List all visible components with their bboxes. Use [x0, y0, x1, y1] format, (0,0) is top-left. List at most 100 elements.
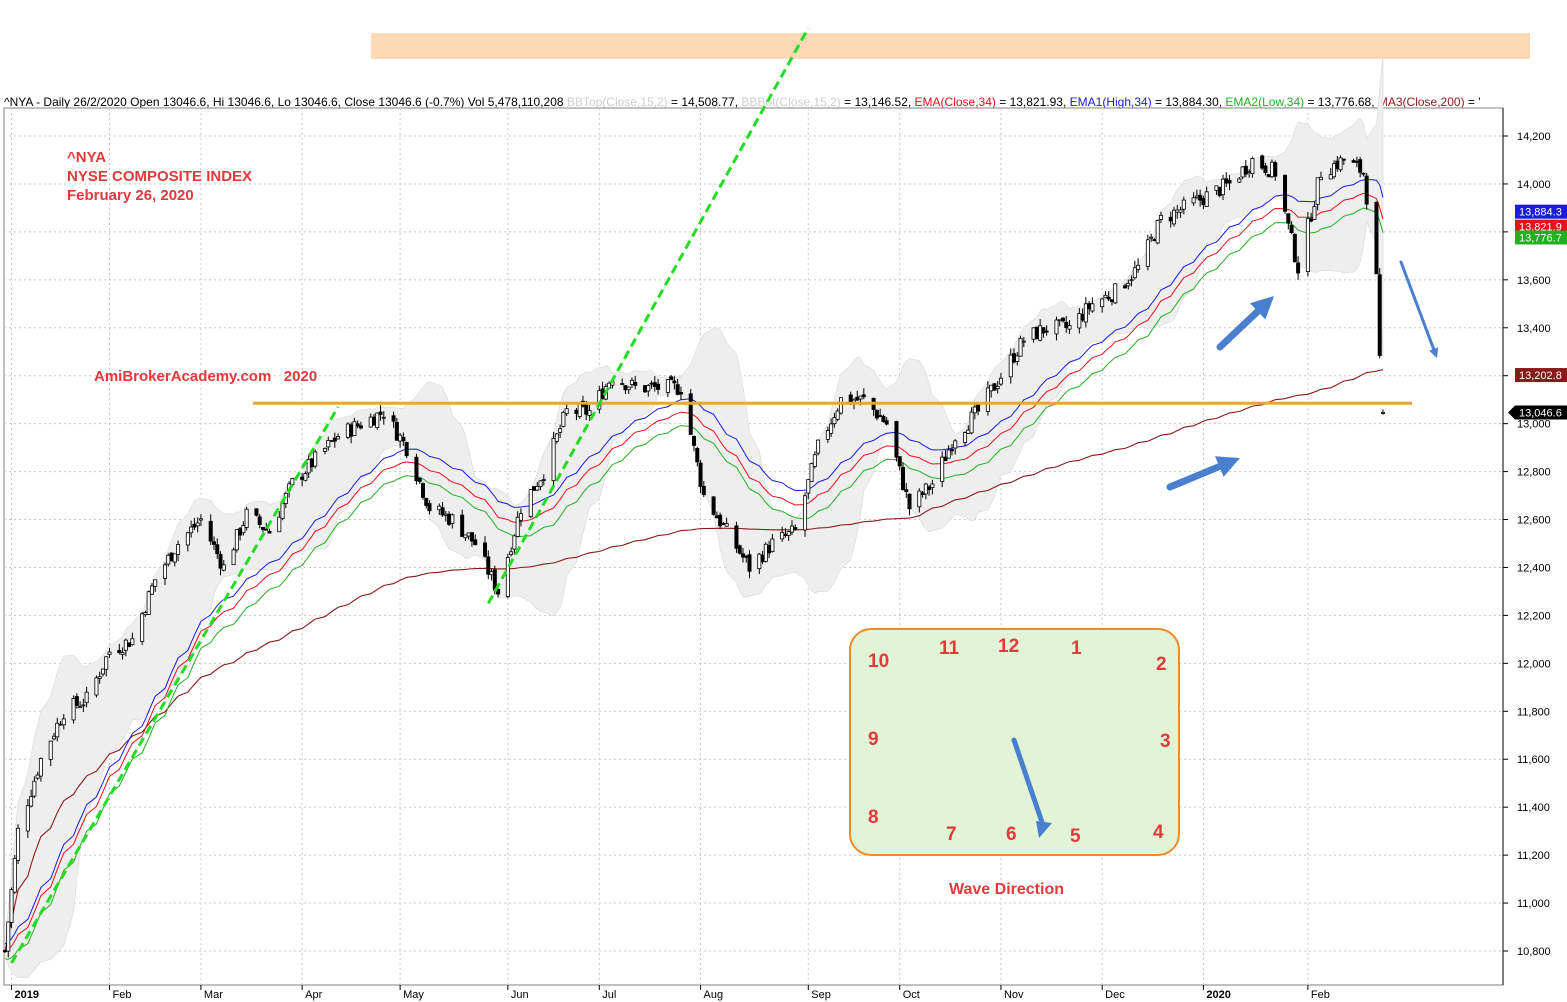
candle-body	[1077, 313, 1082, 329]
candle-body	[518, 513, 523, 521]
candle-body	[505, 557, 510, 597]
candle-body	[231, 549, 236, 566]
candle-body	[1087, 303, 1092, 310]
y-tick-label: 12,200	[1517, 610, 1551, 622]
candle-body	[130, 638, 135, 646]
candle-body	[241, 525, 246, 534]
candle-body	[1361, 172, 1366, 175]
candle-body	[427, 503, 432, 512]
candle-body	[629, 379, 634, 385]
candle-body	[469, 532, 474, 542]
candle-body	[1266, 174, 1271, 178]
candle-body	[420, 483, 425, 498]
candle-body	[538, 480, 543, 488]
candle-body	[1158, 215, 1163, 220]
header-ema1-label: EMA1(High,34)	[1069, 95, 1152, 109]
candle-body	[486, 556, 491, 575]
candle-body	[260, 527, 265, 530]
candle-body	[789, 525, 794, 533]
candle-body	[943, 456, 948, 462]
candle-body	[1338, 157, 1343, 171]
candle-body	[574, 409, 579, 414]
candle-body	[81, 704, 86, 707]
candle-body	[1240, 166, 1245, 178]
watermark-text: AmiBrokerAcademy.com 2020	[94, 368, 318, 385]
candle-body	[38, 758, 43, 777]
x-tick-label: Dec	[1105, 989, 1125, 1001]
candle-body	[509, 551, 514, 556]
candle-body	[215, 544, 220, 555]
candle-body	[832, 417, 837, 425]
candle-body	[1198, 194, 1203, 201]
candle-body	[900, 467, 905, 491]
candle-body	[561, 411, 566, 427]
candle-body	[264, 528, 269, 531]
candle-body	[734, 525, 739, 549]
candle-body	[146, 591, 151, 616]
candle-body	[447, 513, 452, 525]
candle-body	[238, 528, 243, 536]
y-tick-label: 13,600	[1517, 275, 1551, 287]
arrow-head	[1215, 456, 1240, 477]
blue-arrow	[1216, 296, 1274, 351]
candle-body	[541, 479, 546, 481]
clock-number-11: 11	[939, 638, 960, 659]
candle-body	[234, 529, 239, 551]
candle-body	[904, 489, 909, 492]
candle-body	[930, 483, 935, 489]
y-tick-label: 12,800	[1517, 467, 1551, 479]
candle-body	[189, 526, 194, 534]
candle-body	[1031, 327, 1036, 340]
value-tag-bg	[1515, 219, 1567, 234]
candle-body	[1381, 412, 1386, 414]
candle-body	[1178, 209, 1183, 213]
candle-body	[995, 385, 1000, 390]
candle-body	[1018, 337, 1023, 357]
highlight-banner	[371, 33, 1530, 59]
candle-body	[1217, 187, 1222, 196]
header-ma3-label: MA3(Close,200)	[1377, 95, 1465, 109]
candle-body	[371, 416, 376, 426]
candle-body	[763, 543, 768, 562]
candle-body	[9, 889, 14, 923]
x-tick-label: 2019	[15, 989, 39, 1001]
candle-body	[940, 456, 945, 483]
candle-body	[466, 532, 471, 537]
candle-body	[1247, 170, 1252, 173]
candle-body	[949, 449, 954, 452]
candle-body	[1015, 355, 1020, 362]
indicator-lines	[4, 178, 1384, 960]
candle-body	[714, 515, 719, 519]
header-bbtop-label: BBTop(Close,15,2)	[566, 95, 668, 109]
candle-body	[1067, 325, 1072, 330]
wave-direction-caption: Wave Direction	[949, 881, 1064, 898]
candle-body	[1106, 296, 1111, 300]
candle-body	[1283, 174, 1288, 212]
candle-body	[966, 429, 971, 434]
candlesticks	[3, 154, 1386, 958]
candle-body	[326, 440, 331, 448]
candle-body	[58, 723, 63, 726]
candle-body	[1064, 321, 1069, 328]
y-tick-label: 12,600	[1517, 515, 1551, 527]
candle-body	[149, 585, 154, 595]
candle-body	[1109, 299, 1114, 302]
candle-body	[473, 539, 478, 546]
value-tag: 13,776.7	[1515, 230, 1567, 245]
candle-body	[463, 534, 468, 539]
candle-body	[587, 410, 592, 416]
value-tag-bg	[1515, 368, 1567, 383]
candle-body	[378, 411, 383, 415]
value-tag-bg	[1515, 204, 1567, 219]
candle-body	[1204, 191, 1209, 207]
candle-body	[1341, 158, 1346, 161]
candle-body	[1312, 206, 1317, 220]
candle-body	[1227, 180, 1232, 184]
candle-body	[623, 385, 628, 391]
x-tick-label: Aug	[704, 989, 724, 1001]
clock-number-5: 5	[1070, 826, 1081, 847]
candle-body	[894, 421, 899, 458]
candle-body	[531, 486, 536, 491]
candle-body	[985, 387, 990, 412]
